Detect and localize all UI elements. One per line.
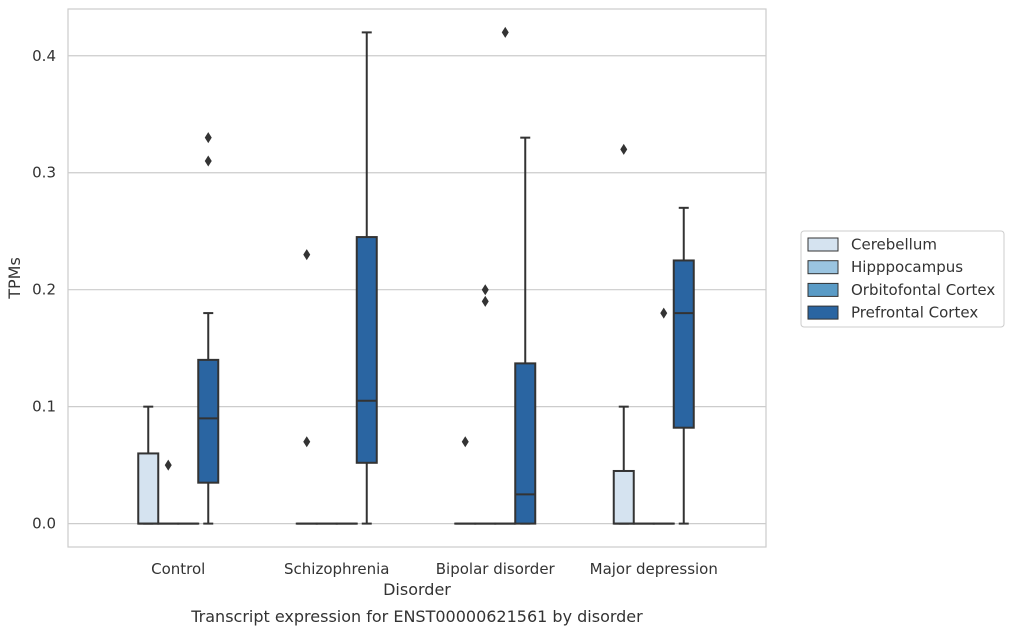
outlier-point xyxy=(461,436,469,448)
series-prefrontal-cortex xyxy=(197,31,695,525)
outlier-point xyxy=(620,143,628,155)
box-body xyxy=(672,259,695,429)
box-body xyxy=(514,362,537,525)
x-tick-label: Major depression xyxy=(590,560,718,578)
box-body xyxy=(197,358,220,484)
box xyxy=(514,136,537,525)
outlier-point xyxy=(481,295,489,307)
box-body xyxy=(355,236,378,464)
x-tick-label: Schizophrenia xyxy=(284,560,389,578)
y-tick-label: 0.1 xyxy=(32,398,56,416)
x-tick-label: Control xyxy=(151,560,205,578)
legend-label: Hipppocampus xyxy=(851,258,963,276)
outlier-point xyxy=(303,249,311,261)
box-body xyxy=(137,452,160,525)
y-tick-label: 0.0 xyxy=(32,515,56,533)
outlier-point xyxy=(481,284,489,296)
box xyxy=(197,132,220,525)
legend-swatch xyxy=(807,282,839,297)
plot-area xyxy=(67,8,767,548)
legend-swatch xyxy=(807,237,839,252)
box xyxy=(672,206,695,525)
outlier-point xyxy=(501,26,509,38)
y-tick-label: 0.3 xyxy=(32,164,56,182)
box xyxy=(612,143,635,525)
legend-frame xyxy=(800,230,1005,328)
y-tick-label: 0.4 xyxy=(32,47,56,65)
box xyxy=(355,31,378,525)
legend-swatch xyxy=(807,260,839,275)
legend-label: Prefrontal Cortex xyxy=(851,304,978,322)
legend-label: Orbitofontal Cortex xyxy=(851,281,995,299)
x-axis-title: Disorder xyxy=(383,580,451,599)
outlier-point xyxy=(660,307,668,319)
x-tick-labels: Control Schizophrenia Bipolar disorder Majo… xyxy=(151,560,718,578)
legend-entries: Cerebellum Hipppocampus Orbitofontal Corte… xyxy=(807,236,995,322)
box xyxy=(137,405,160,525)
y-tick-label: 0.2 xyxy=(32,281,56,299)
series-hipppocampus xyxy=(157,284,655,525)
y-tick-labels: 0.0 0.1 0.2 0.3 0.4 xyxy=(32,47,56,533)
chart-caption: Transcript expression for ENST0000062156… xyxy=(190,607,643,626)
legend: Cerebellum Hipppocampus Orbitofontal Corte… xyxy=(800,230,1005,328)
box xyxy=(474,284,497,525)
box xyxy=(652,307,675,525)
series-cerebellum xyxy=(137,143,635,525)
legend-label: Cerebellum xyxy=(851,236,937,254)
box-body xyxy=(612,469,635,525)
legend-swatch xyxy=(807,305,839,320)
outlier-point xyxy=(164,459,172,471)
y-axis-title: TPMs xyxy=(5,257,24,300)
box-series xyxy=(137,26,695,525)
outlier-point xyxy=(204,155,212,167)
x-tick-label: Bipolar disorder xyxy=(436,560,556,578)
outlier-point xyxy=(204,132,212,144)
outlier-point xyxy=(303,436,311,448)
